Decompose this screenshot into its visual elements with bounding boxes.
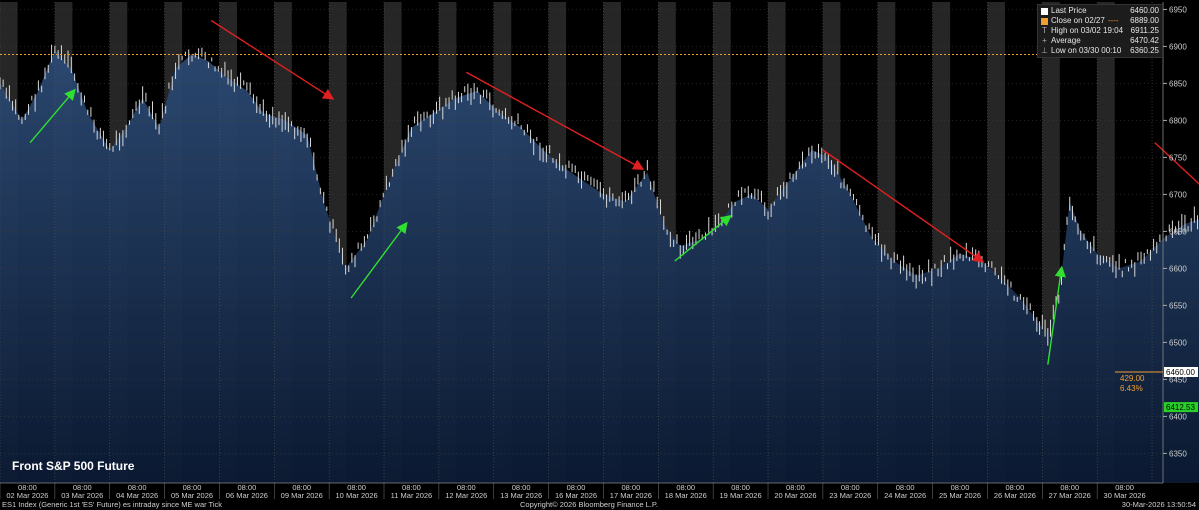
x-time-label: 08:00 bbox=[567, 483, 586, 492]
y-tick-label: 6800 bbox=[1169, 116, 1187, 125]
orange-square-icon bbox=[1041, 17, 1048, 25]
x-day-label: 16 Mar 2026 bbox=[555, 491, 597, 500]
red-trend-arrow bbox=[822, 149, 985, 263]
x-day-label: 02 Mar 2026 bbox=[6, 491, 48, 500]
x-time-label: 08:00 bbox=[347, 483, 366, 492]
legend-high: T High on 03/02 19:04 6911.25 bbox=[1041, 26, 1159, 36]
x-day-label: 23 Mar 2026 bbox=[829, 491, 871, 500]
chart-title: Front S&P 500 Future bbox=[12, 459, 135, 473]
x-day-label: 13 Mar 2026 bbox=[500, 491, 542, 500]
x-time-label: 08:00 bbox=[292, 483, 311, 492]
change-pct-label: 6.43% bbox=[1120, 384, 1143, 393]
y-tick-label: 6750 bbox=[1169, 153, 1187, 162]
x-time-label: 08:00 bbox=[896, 483, 915, 492]
x-time-label: 08:00 bbox=[512, 483, 531, 492]
legend-low-value: 6360.25 bbox=[1130, 46, 1159, 55]
white-square-icon bbox=[1041, 7, 1048, 15]
y-tick-label: 6950 bbox=[1169, 5, 1187, 14]
y-tick-label: 6600 bbox=[1169, 264, 1187, 273]
green-trend-arrow bbox=[1047, 265, 1066, 365]
legend-average-label: Average bbox=[1051, 36, 1081, 45]
legend-close-label: Close on 02/27 bbox=[1051, 16, 1105, 25]
y-tick-label: 6500 bbox=[1169, 338, 1187, 347]
footer: ES1 Index (Generic 1st 'ES' Future) es i… bbox=[0, 500, 1199, 510]
x-day-label: 20 Mar 2026 bbox=[774, 491, 816, 500]
low-marker-icon: ⊥ bbox=[1041, 46, 1048, 55]
legend-average: + Average 6470.42 bbox=[1041, 36, 1159, 46]
y-tick-label: 6550 bbox=[1169, 301, 1187, 310]
legend-low-label: Low on 03/30 00:10 bbox=[1051, 46, 1122, 55]
x-day-label: 06 Mar 2026 bbox=[226, 491, 268, 500]
last-price-tag-text: 6460.00 bbox=[1166, 368, 1195, 377]
y-tick-label: 6850 bbox=[1169, 79, 1187, 88]
y-tick-label: 6400 bbox=[1169, 412, 1187, 421]
red-trend-arrow bbox=[1154, 142, 1199, 185]
green-trend-arrow bbox=[674, 214, 732, 262]
x-day-label: 25 Mar 2026 bbox=[939, 491, 981, 500]
x-time-label: 08:00 bbox=[183, 483, 202, 492]
x-day-label: 05 Mar 2026 bbox=[171, 491, 213, 500]
x-day-label: 04 Mar 2026 bbox=[116, 491, 158, 500]
x-time-label: 08:00 bbox=[951, 483, 970, 492]
x-day-label: 18 Mar 2026 bbox=[665, 491, 707, 500]
x-time-label: 08:00 bbox=[18, 483, 37, 492]
low-tag-text: 6412.53 bbox=[1166, 403, 1195, 412]
high-marker-icon: T bbox=[1042, 26, 1047, 35]
green-trend-arrow bbox=[29, 88, 76, 144]
x-day-label: 17 Mar 2026 bbox=[610, 491, 652, 500]
x-time-label: 08:00 bbox=[1115, 483, 1134, 492]
legend-last-value: 6460.00 bbox=[1130, 6, 1159, 15]
x-time-label: 08:00 bbox=[621, 483, 640, 492]
legend-close: Close on 02/27 ---- 6889.00 bbox=[1041, 16, 1159, 26]
x-time-label: 08:00 bbox=[73, 483, 92, 492]
x-time-label: 08:00 bbox=[786, 483, 805, 492]
y-tick-label: 6650 bbox=[1169, 227, 1187, 236]
x-day-label: 10 Mar 2026 bbox=[336, 491, 378, 500]
x-day-label: 24 Mar 2026 bbox=[884, 491, 926, 500]
x-day-label: 19 Mar 2026 bbox=[720, 491, 762, 500]
x-time-label: 08:00 bbox=[1060, 483, 1079, 492]
legend-last-price: Last Price 6460.00 bbox=[1041, 6, 1159, 16]
y-tick-label: 6450 bbox=[1169, 375, 1187, 384]
legend-last-label: Last Price bbox=[1051, 6, 1087, 15]
last-price-tag bbox=[1164, 367, 1198, 377]
legend-high-value: 6911.25 bbox=[1130, 26, 1159, 35]
footer-source: ES1 Index (Generic 1st 'ES' Future) es i… bbox=[2, 500, 223, 509]
legend-close-value: 6889.00 bbox=[1130, 16, 1159, 25]
x-time-label: 08:00 bbox=[731, 483, 750, 492]
x-day-label: 11 Mar 2026 bbox=[391, 491, 433, 500]
change-label: 429.00 bbox=[1120, 374, 1145, 383]
x-day-label: 30 Mar 2026 bbox=[1104, 491, 1146, 500]
price-area bbox=[0, 50, 1199, 483]
legend-average-value: 6470.42 bbox=[1130, 36, 1159, 45]
legend-high-label: High on 03/02 19:04 bbox=[1051, 26, 1124, 35]
x-time-label: 08:00 bbox=[402, 483, 421, 492]
x-day-label: 12 Mar 2026 bbox=[445, 491, 487, 500]
y-tick-label: 6700 bbox=[1169, 190, 1187, 199]
x-time-label: 08:00 bbox=[128, 483, 147, 492]
x-time-label: 08:00 bbox=[237, 483, 256, 492]
x-time-label: 08:00 bbox=[457, 483, 476, 492]
average-marker-icon: + bbox=[1042, 36, 1047, 45]
x-time-label: 08:00 bbox=[676, 483, 695, 492]
x-day-label: 09 Mar 2026 bbox=[281, 491, 323, 500]
x-time-label: 08:00 bbox=[1005, 483, 1024, 492]
low-tag bbox=[1164, 402, 1198, 413]
x-day-label: 03 Mar 2026 bbox=[61, 491, 103, 500]
y-tick-label: 6350 bbox=[1169, 449, 1187, 458]
legend-low: ⊥ Low on 03/30 00:10 6360.25 bbox=[1041, 46, 1159, 56]
legend-box: Last Price 6460.00 Close on 02/27 ---- 68… bbox=[1037, 4, 1163, 58]
footer-copyright: Copyright© 2026 Bloomberg Finance L.P. bbox=[520, 500, 658, 509]
x-day-label: 27 Mar 2026 bbox=[1049, 491, 1091, 500]
x-day-label: 26 Mar 2026 bbox=[994, 491, 1036, 500]
red-trend-arrow bbox=[210, 19, 335, 100]
footer-timestamp: 30-Mar-2026 13:50:54 bbox=[1121, 500, 1196, 509]
x-time-label: 08:00 bbox=[841, 483, 860, 492]
green-trend-arrow bbox=[350, 221, 408, 299]
y-tick-label: 6900 bbox=[1169, 42, 1187, 51]
red-trend-arrow bbox=[465, 71, 645, 170]
